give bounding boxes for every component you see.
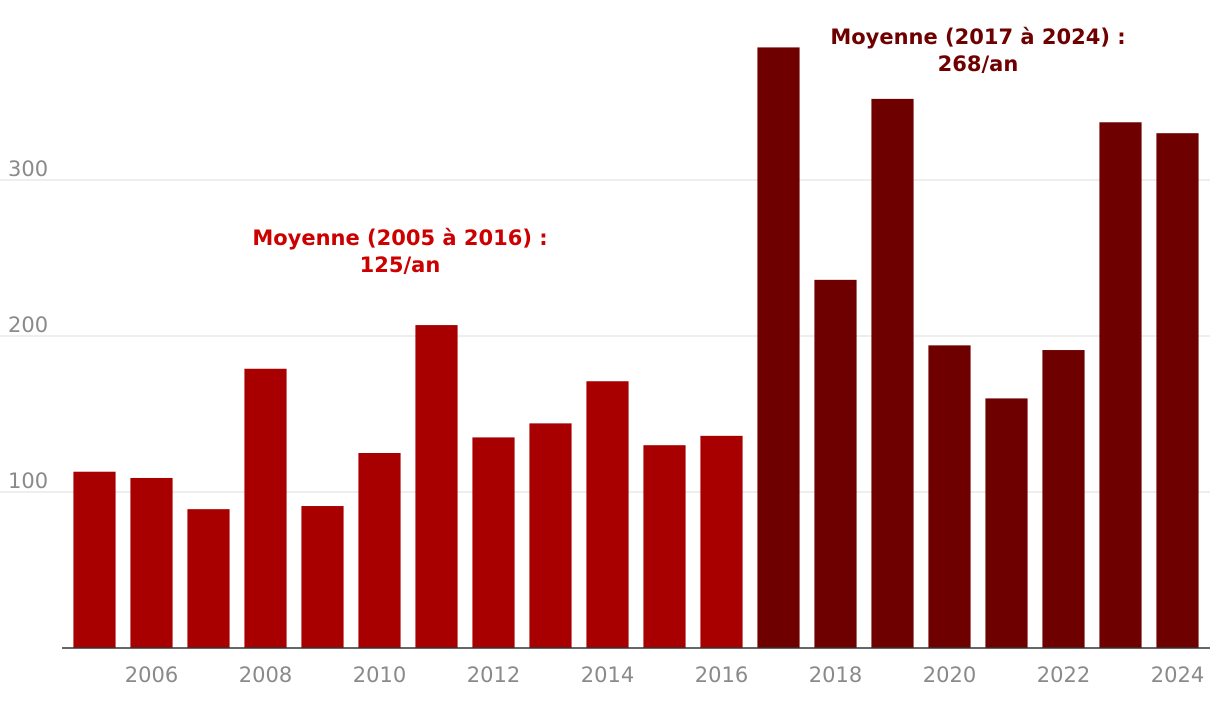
bar-2010 (358, 453, 401, 648)
bar-2011 (415, 325, 458, 648)
y-tick-label-200: 200 (8, 313, 48, 337)
bars (73, 47, 1199, 648)
bar-2009 (301, 506, 344, 648)
y-tick-label-300: 300 (8, 157, 48, 181)
bar-2014 (586, 381, 629, 648)
x-tick-label-2014: 2014 (581, 663, 634, 687)
x-tick-label-2006: 2006 (125, 663, 178, 687)
bar-2016 (700, 435, 743, 648)
bar-2019 (871, 98, 914, 648)
bar-2024 (1156, 133, 1199, 648)
bar-2018 (814, 279, 857, 648)
bar-2005 (73, 471, 116, 648)
bar-2023 (1099, 122, 1142, 648)
bar-2006 (130, 477, 173, 648)
x-tick-label-2020: 2020 (923, 663, 976, 687)
bar-2007 (187, 509, 230, 648)
annotation-period1-line1: Moyenne (2005 à 2016) : (252, 226, 547, 250)
annotation-period1-line2: 125/an (360, 253, 441, 277)
y-tick-label-100: 100 (8, 469, 48, 493)
y-tick-labels: 100 200 300 (8, 157, 48, 493)
x-tick-label-2022: 2022 (1037, 663, 1090, 687)
annotation-period2-line2: 268/an (938, 52, 1019, 76)
bar-2015 (643, 445, 686, 648)
bar-2012 (472, 437, 515, 648)
x-tick-label-2010: 2010 (353, 663, 406, 687)
x-tick-labels: 2006 2008 2010 2012 2014 2016 2018 2020 2022 2024 (125, 663, 1204, 687)
bar-2008 (244, 368, 287, 648)
x-tick-label-2016: 2016 (695, 663, 748, 687)
bar-2021 (985, 398, 1028, 648)
bar-2017 (757, 47, 800, 648)
x-tick-label-2008: 2008 (239, 663, 292, 687)
bar-2013 (529, 423, 572, 648)
bar-2022 (1042, 350, 1085, 648)
bar-2020 (928, 345, 971, 648)
annotation-period2-line1: Moyenne (2017 à 2024) : (830, 25, 1125, 49)
x-tick-label-2012: 2012 (467, 663, 520, 687)
x-tick-label-2024: 2024 (1151, 663, 1204, 687)
x-tick-label-2018: 2018 (809, 663, 862, 687)
